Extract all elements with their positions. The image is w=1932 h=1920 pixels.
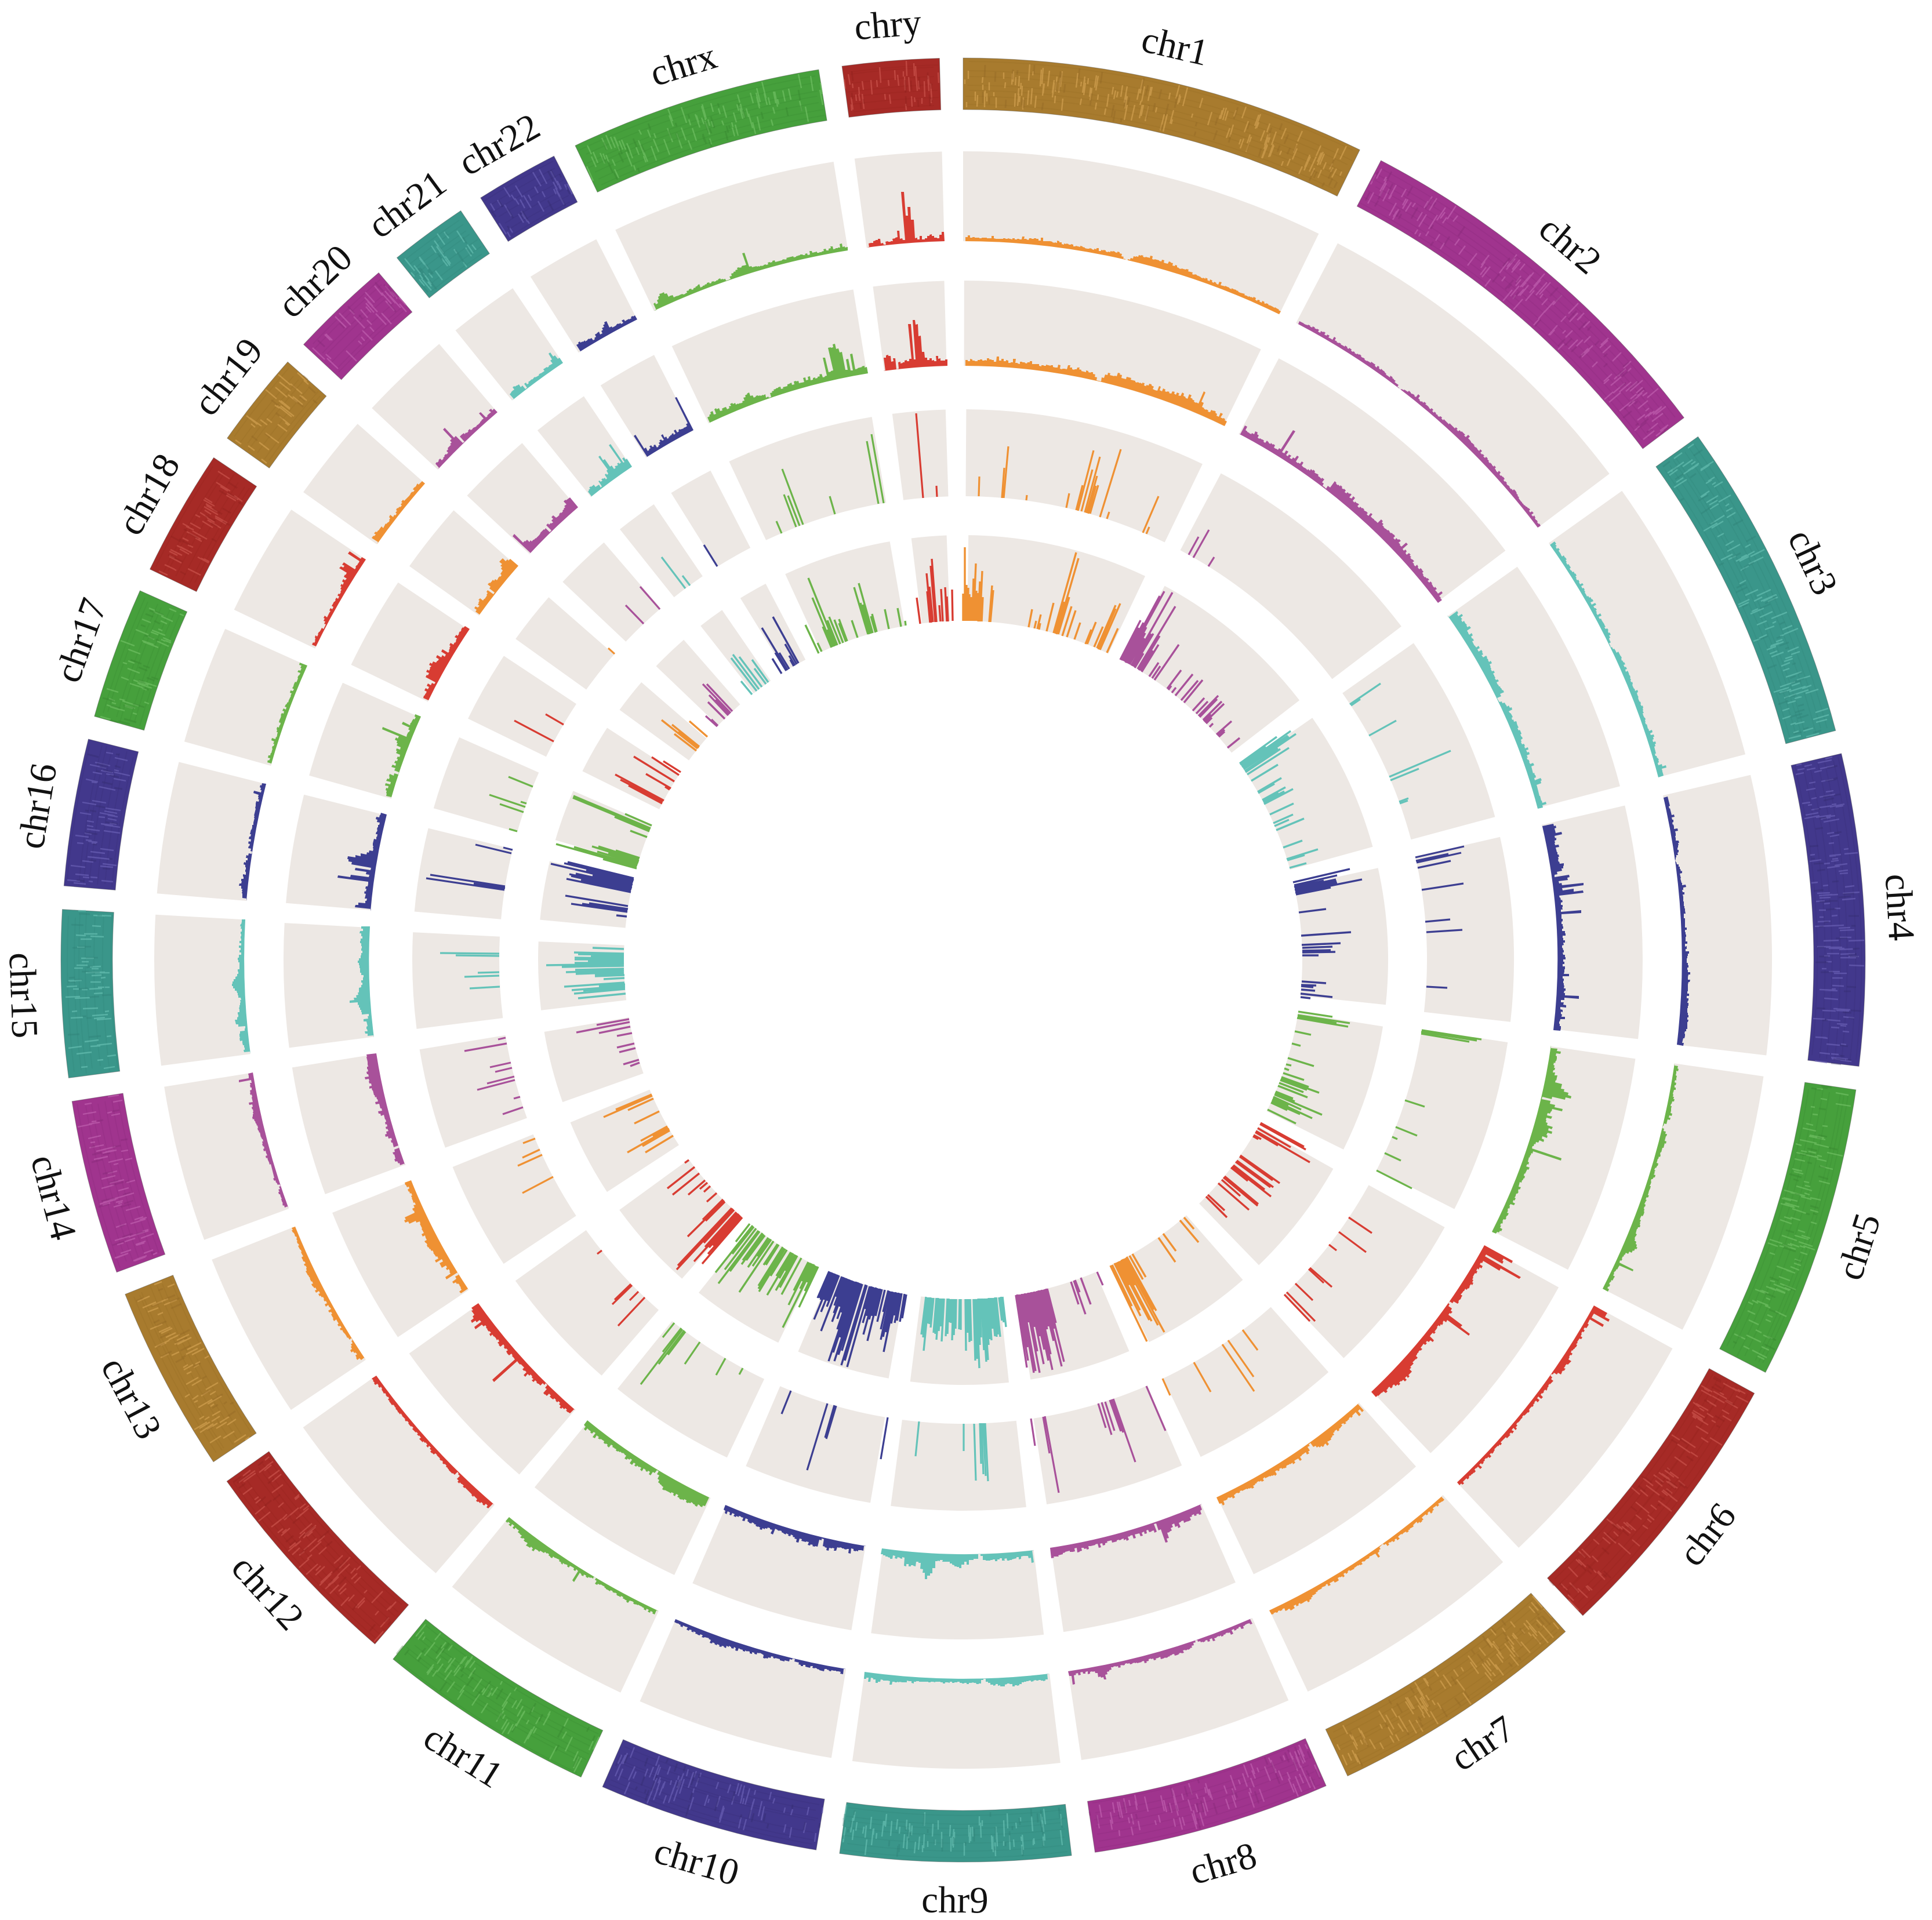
svg-text:chr9: chr9 — [921, 1879, 989, 1917]
svg-text:chr4: chr4 — [1877, 872, 1922, 941]
svg-text:chry: chry — [853, 1, 923, 48]
svg-text:chr15: chr15 — [1, 952, 45, 1039]
